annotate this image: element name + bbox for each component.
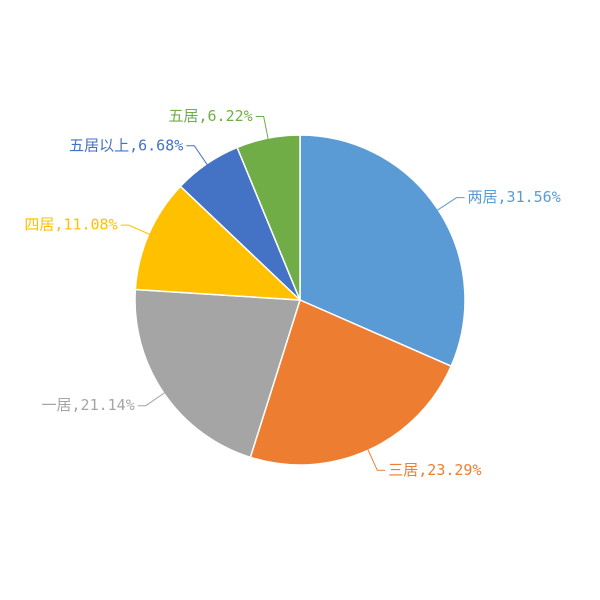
- data-label: 四居,11.08%: [24, 216, 117, 234]
- data-label: 两居,31.56%: [468, 188, 561, 206]
- leader-line: [137, 391, 166, 407]
- data-label: 五居以上,6.68%: [69, 136, 183, 154]
- data-label: 五居,6.22%: [168, 107, 252, 125]
- leader-line: [186, 145, 209, 166]
- leader-line: [366, 448, 386, 471]
- data-label: 一居,21.14%: [42, 396, 135, 414]
- leader-line: [255, 116, 269, 141]
- data-label: 三居,23.29%: [388, 461, 481, 479]
- leader-line: [120, 224, 151, 236]
- leader-line: [436, 197, 465, 212]
